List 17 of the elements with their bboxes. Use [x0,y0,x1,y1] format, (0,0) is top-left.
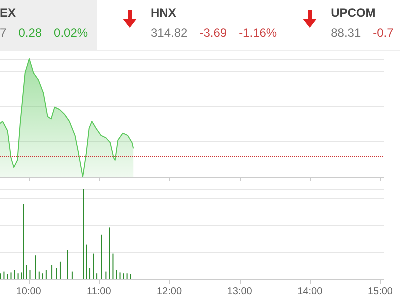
text: 0.28 [18,26,42,40]
text: EX [0,6,18,22]
text: 7 [0,26,7,40]
text: 314.82 [151,26,188,40]
x-tick-label: 14:00 [298,286,324,298]
text: HNX [151,6,178,22]
text: -0.7 [373,26,394,40]
x-tick-label: 15:00 [368,286,394,298]
text: 88.31 [331,26,362,40]
text: UPCOM [331,6,377,22]
x-tick-label: 13:00 [227,286,253,298]
x-tick-label: 11:00 [87,286,112,298]
text: -1.16% [239,26,278,40]
text: -3.69 [200,26,228,40]
x-tick-label: 12:00 [156,286,182,298]
x-tick-label: 10:00 [16,286,42,298]
text: 0.02% [54,26,88,40]
